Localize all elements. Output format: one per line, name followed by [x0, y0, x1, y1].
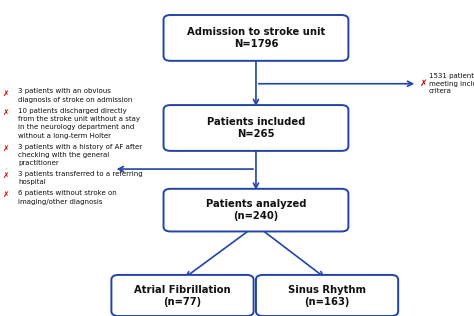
Text: practitioner: practitioner: [18, 160, 59, 166]
Text: Admission to stroke unit: Admission to stroke unit: [187, 27, 325, 37]
Text: 1531 patients not
meeting inclusion
critera: 1531 patients not meeting inclusion crit…: [429, 73, 474, 94]
Text: in the neurology department and: in the neurology department and: [18, 125, 134, 131]
Text: ✗: ✗: [2, 190, 9, 199]
Text: without a long-term Holter: without a long-term Holter: [18, 133, 111, 139]
Text: from the stroke unit without a stay: from the stroke unit without a stay: [18, 116, 140, 122]
Text: imaging/other diagnosis: imaging/other diagnosis: [18, 199, 102, 205]
Text: 6 patients without stroke on: 6 patients without stroke on: [18, 190, 117, 196]
Text: ✗: ✗: [419, 79, 427, 88]
Text: N=265: N=265: [237, 129, 275, 139]
Text: ✗: ✗: [2, 143, 9, 153]
Text: Atrial Fibrillation: Atrial Fibrillation: [134, 285, 231, 295]
Text: hospital: hospital: [18, 179, 46, 185]
Text: ✗: ✗: [2, 171, 9, 180]
Text: Sinus Rhythm: Sinus Rhythm: [288, 285, 366, 295]
FancyBboxPatch shape: [164, 15, 348, 61]
Text: diagnosis of stroke on admission: diagnosis of stroke on admission: [18, 97, 132, 103]
Text: Patients analyzed: Patients analyzed: [206, 199, 306, 210]
Text: ✗: ✗: [2, 88, 9, 97]
Text: N=1796: N=1796: [234, 39, 278, 49]
Text: 3 patients transferred to a referring: 3 patients transferred to a referring: [18, 171, 143, 177]
Text: Patients included: Patients included: [207, 117, 305, 127]
FancyBboxPatch shape: [111, 275, 254, 316]
Text: (n=77): (n=77): [164, 297, 201, 307]
Text: (n=163): (n=163): [304, 297, 350, 307]
Text: checking with the general: checking with the general: [18, 152, 109, 158]
Text: 3 patients with a history of AF after: 3 patients with a history of AF after: [18, 143, 142, 149]
FancyBboxPatch shape: [256, 275, 398, 316]
Text: (n=240): (n=240): [233, 211, 279, 222]
FancyBboxPatch shape: [164, 105, 348, 151]
Text: 10 patients discharged directly: 10 patients discharged directly: [18, 108, 127, 114]
Text: ✗: ✗: [2, 108, 9, 117]
Text: 3 patients with an obvious: 3 patients with an obvious: [18, 88, 111, 94]
FancyBboxPatch shape: [164, 189, 348, 231]
